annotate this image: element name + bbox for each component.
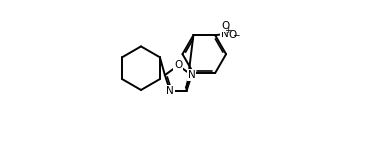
Text: O: O — [229, 30, 237, 40]
Text: +: + — [224, 26, 232, 35]
Text: N: N — [221, 29, 229, 39]
Text: O: O — [221, 21, 229, 31]
Text: −: − — [232, 31, 240, 39]
Text: N: N — [188, 70, 196, 80]
Text: O: O — [174, 60, 182, 70]
Text: N: N — [166, 86, 174, 96]
